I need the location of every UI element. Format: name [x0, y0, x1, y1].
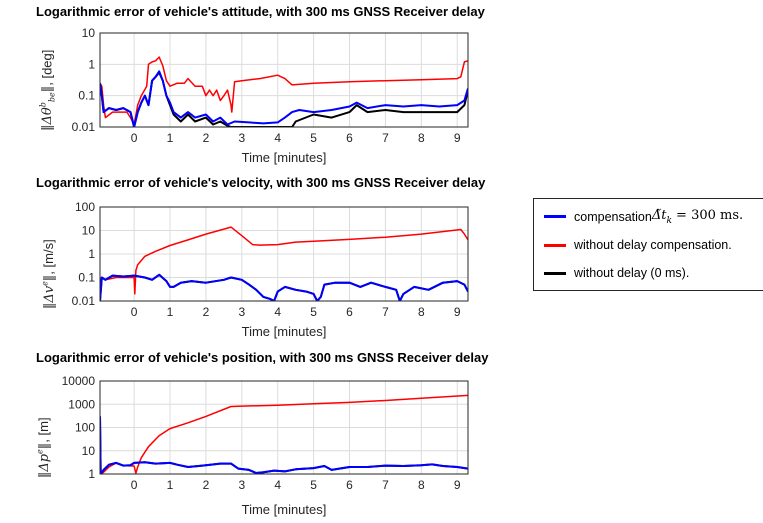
x-tick-label: 5 — [310, 305, 317, 319]
legend: compensation Δ̃tk = 300 ms. without dela… — [533, 198, 763, 291]
axes-box — [99, 380, 469, 475]
y-tick-label: 0.1 — [78, 89, 95, 103]
x-tick-label: 4 — [274, 478, 281, 492]
x-tick-label: 7 — [382, 305, 389, 319]
attitude-chart-title: Logarithmic error of vehicle's attitude,… — [36, 4, 485, 19]
y-tick-label: 0.1 — [78, 271, 95, 285]
y-tick-label: 1 — [88, 467, 95, 481]
series-line-compensated — [100, 416, 468, 474]
y-tick-label: 10 — [82, 26, 96, 40]
x-tick-label: 6 — [346, 305, 353, 319]
x-tick-label: 7 — [382, 131, 389, 145]
position-axes: 0 1 2 3 4 5 6 7 8 9 1 10 100 1000 10000 — [62, 374, 469, 492]
x-tick-label: 2 — [203, 131, 210, 145]
y-tick-label: 1000 — [68, 397, 95, 411]
x-tick-label: 1 — [167, 478, 174, 492]
velocity-x-axis-label: Time [minutes] — [241, 324, 327, 339]
x-tick-label: 3 — [238, 305, 245, 319]
y-tick-label: 10000 — [62, 374, 96, 388]
legend-swatch-black — [544, 271, 566, 275]
y-tick-label: 0.01 — [72, 120, 96, 134]
legend-item-compensated: compensation Δ̃tk = 300 ms. — [544, 208, 743, 226]
position-chart-title: Logarithmic error of vehicle's position,… — [36, 350, 489, 365]
x-tick-label: 3 — [238, 478, 245, 492]
x-tick-label: 7 — [382, 478, 389, 492]
series-line-uncompensated — [100, 56, 468, 126]
x-tick-label: 9 — [454, 478, 461, 492]
series-line-uncompensated — [100, 394, 468, 474]
x-tick-label: 5 — [310, 131, 317, 145]
x-tick-label: 8 — [418, 478, 425, 492]
x-tick-label: 0 — [131, 478, 138, 492]
x-tick-label: 1 — [167, 131, 174, 145]
series-line-compensated — [100, 273, 468, 301]
legend-label-uncompensated: without delay compensation. — [574, 238, 732, 252]
y-tick-label: 100 — [75, 200, 95, 214]
axes-box — [99, 32, 469, 128]
y-tick-label: 1 — [88, 57, 95, 71]
x-tick-label: 8 — [418, 305, 425, 319]
y-tick-label: 10 — [82, 224, 96, 238]
x-tick-label: 4 — [274, 305, 281, 319]
position-x-axis-label: Time [minutes] — [241, 502, 327, 517]
series-line-uncompensated — [100, 226, 468, 295]
x-tick-label: 6 — [346, 478, 353, 492]
series-line-compensated — [100, 70, 468, 127]
x-tick-label: 4 — [274, 131, 281, 145]
attitude-axes: 0 1 2 3 4 5 6 7 8 9 0.01 0.1 1 10 — [72, 26, 469, 145]
x-tick-label: 5 — [310, 478, 317, 492]
y-tick-label: 10 — [82, 444, 96, 458]
x-tick-label: 2 — [203, 478, 210, 492]
x-tick-label: 1 — [167, 305, 174, 319]
attitude-x-axis-label: Time [minutes] — [241, 150, 327, 165]
x-tick-label: 8 — [418, 131, 425, 145]
x-tick-label: 2 — [203, 305, 210, 319]
velocity-axes: 0 1 2 3 4 5 6 7 8 9 0.01 0.1 1 10 100 — [72, 200, 469, 319]
axes-box — [99, 206, 469, 302]
y-tick-label: 0.01 — [72, 294, 96, 308]
legend-swatch-blue — [544, 215, 566, 219]
x-tick-label: 6 — [346, 131, 353, 145]
x-tick-label: 3 — [238, 131, 245, 145]
legend-math-compensated: Δ̃tk = 300 ms. — [651, 208, 744, 226]
x-tick-label: 9 — [454, 305, 461, 319]
x-tick-label: 9 — [454, 131, 461, 145]
legend-label-compensated: compensation — [574, 209, 652, 224]
velocity-chart-title: Logarithmic error of vehicle's velocity,… — [36, 175, 486, 190]
x-tick-label: 0 — [131, 131, 138, 145]
legend-item-uncompensated: without delay compensation. — [544, 238, 732, 252]
legend-label-no-delay: without delay (0 ms). — [574, 266, 690, 280]
x-tick-label: 0 — [131, 305, 138, 319]
legend-swatch-red — [544, 243, 566, 247]
legend-item-no-delay: without delay (0 ms). — [544, 266, 689, 280]
y-tick-label: 1 — [88, 247, 95, 261]
y-tick-label: 100 — [75, 421, 95, 435]
